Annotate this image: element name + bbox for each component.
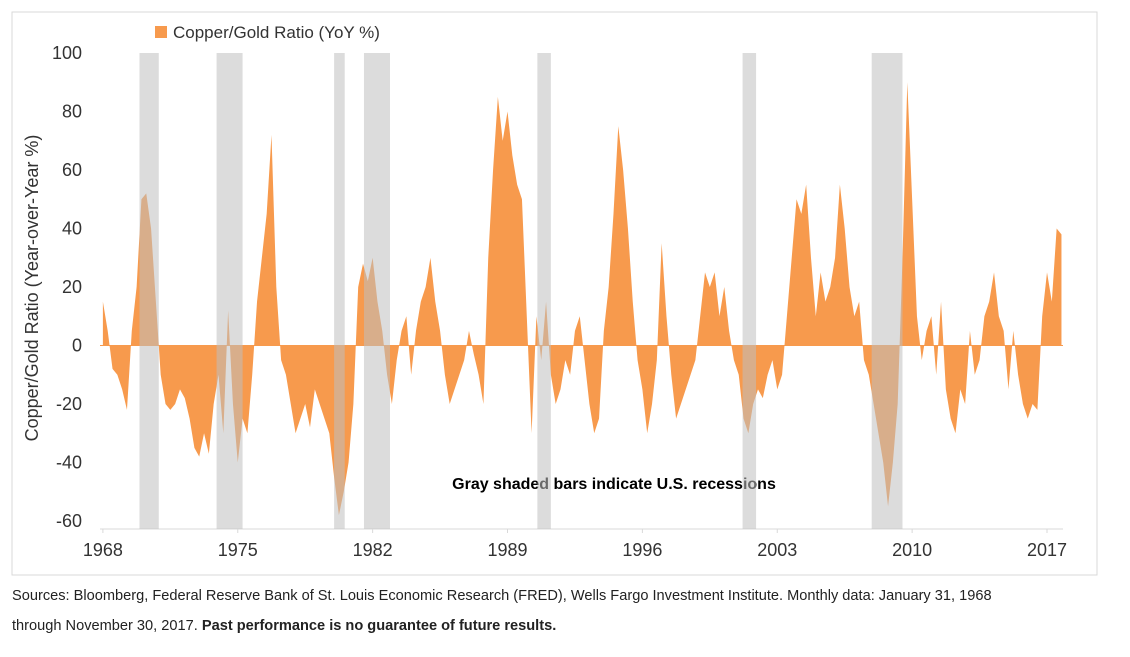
x-tick-label: 2017 — [1027, 540, 1067, 560]
legend-swatch — [155, 26, 167, 38]
source-bold: Past performance is no guarantee of futu… — [201, 618, 557, 634]
recession-bar — [139, 53, 159, 529]
source-line-2: through November 30, 2017. Past performa… — [12, 618, 556, 634]
x-tick-label: 1989 — [487, 540, 527, 560]
chart: Copper/Gold Ratio (YoY %) Copper/Gold Ra… — [11, 11, 1098, 576]
y-tick-label: 0 — [72, 336, 82, 356]
y-tick-label: -60 — [56, 511, 82, 531]
chart-border — [11, 11, 1098, 576]
y-axis-label: Copper/Gold Ratio (Year-over-Year %) — [22, 135, 42, 442]
annotation: Gray shaded bars indicate U.S. recession… — [452, 476, 776, 493]
recession-bar — [334, 53, 345, 529]
y-tick-label: -20 — [56, 394, 82, 414]
legend-label: Copper/Gold Ratio (YoY %) — [173, 23, 380, 42]
recession-bar — [742, 53, 757, 529]
x-tick-label: 2010 — [892, 540, 932, 560]
recession-bar — [537, 53, 551, 529]
y-tick-label: 40 — [62, 219, 82, 239]
x-tick-label: 1996 — [622, 540, 662, 560]
y-tick-label: 20 — [62, 277, 82, 297]
source-line-1: Sources: Bloomberg, Federal Reserve Bank… — [12, 588, 992, 604]
recession-bar — [216, 53, 243, 529]
y-tick-label: 100 — [52, 43, 82, 63]
y-tick-label: -40 — [56, 453, 82, 473]
source-text: through November 30, 2017. — [12, 618, 198, 634]
recession-bar — [363, 53, 390, 529]
y-tick-label: 80 — [62, 102, 82, 122]
x-tick-label: 2003 — [757, 540, 797, 560]
x-tick-label: 1968 — [83, 540, 123, 560]
recession-bar — [871, 53, 903, 529]
x-tick-label: 1975 — [218, 540, 258, 560]
y-tick-label: 60 — [62, 160, 82, 180]
x-tick-label: 1982 — [353, 540, 393, 560]
